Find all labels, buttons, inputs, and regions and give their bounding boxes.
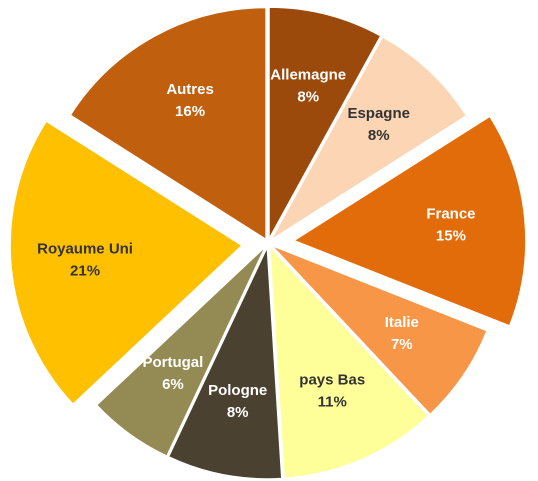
slice-label: pays Bas xyxy=(299,371,365,388)
slice-value-label: 7% xyxy=(391,336,413,353)
slice-value-label: 6% xyxy=(162,376,184,393)
pie-slice xyxy=(270,244,488,416)
slice-label: Espagne xyxy=(347,105,410,122)
pie-slice xyxy=(268,244,430,480)
slice-value-label: 8% xyxy=(368,127,390,144)
slice-value-label: 8% xyxy=(227,404,249,421)
slice-label: France xyxy=(426,206,475,223)
slice-label: Allemagne xyxy=(270,66,346,83)
pie-slice xyxy=(95,245,267,458)
slice-value-label: 11% xyxy=(318,393,347,410)
pie-slice xyxy=(292,115,527,327)
slice-value-label: 21% xyxy=(70,262,100,279)
slice-label: Autres xyxy=(166,81,214,98)
slice-value-label: 8% xyxy=(297,88,319,105)
slice-value-label: 15% xyxy=(436,228,466,245)
slice-label: Italie xyxy=(385,314,419,331)
slice-value-label: 16% xyxy=(175,103,205,120)
pie-slice xyxy=(9,120,244,406)
pie-slice xyxy=(268,6,382,240)
pie-slice xyxy=(270,35,468,241)
slice-label: Pologne xyxy=(208,382,267,399)
pie-slice xyxy=(69,6,267,241)
slice-label: Royaume Uni xyxy=(37,240,133,257)
pie-slice xyxy=(167,246,283,480)
slice-label: Portugal xyxy=(142,354,203,371)
